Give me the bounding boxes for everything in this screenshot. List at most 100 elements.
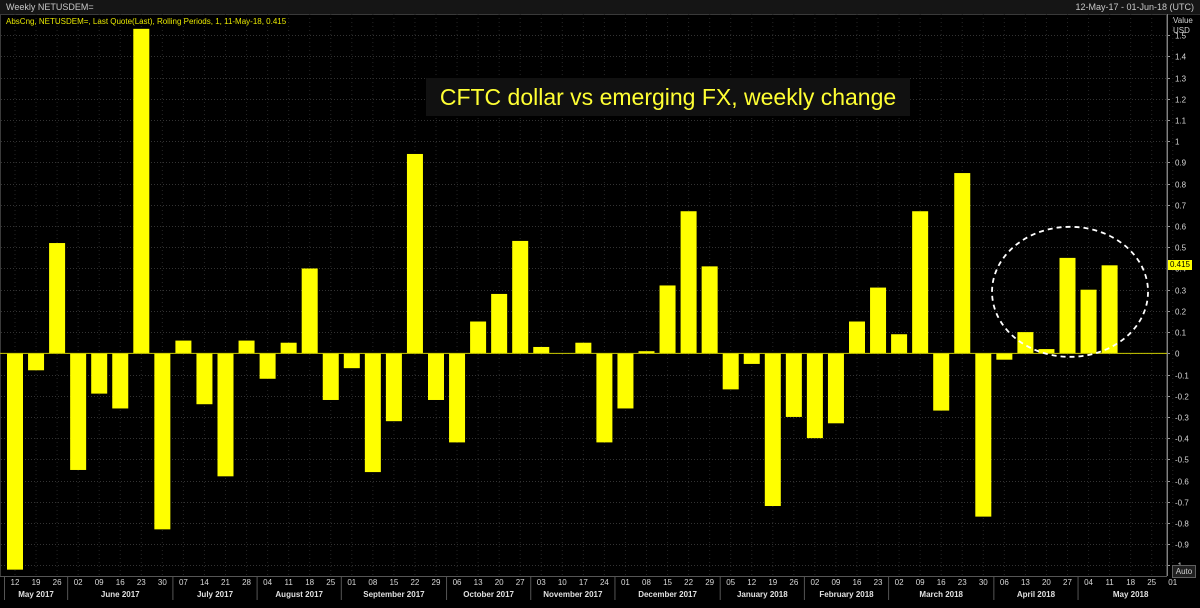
bar[interactable] [512,240,529,354]
bar[interactable] [28,353,45,371]
y-axis-header: Value USD [1173,16,1193,36]
bar[interactable] [891,334,908,354]
bar[interactable] [849,321,865,354]
bar[interactable] [133,28,150,354]
month-label: June 2017 [101,590,140,599]
bar[interactable] [406,153,423,354]
bar[interactable] [70,353,87,470]
bar[interactable] [301,268,318,354]
bar[interactable] [722,353,739,390]
y-tick-label: 0.5 [1175,244,1187,253]
bar[interactable] [449,353,466,443]
month-label: October 2017 [463,590,514,599]
y-tick-label: 0.7 [1175,202,1187,211]
bar[interactable] [659,285,676,354]
x-tick-label: 18 [1126,578,1135,587]
last-value-tag: 0.415 [1168,260,1192,271]
bar[interactable] [322,353,339,400]
bar[interactable] [428,353,444,400]
bar[interactable] [238,340,255,354]
y-axis-header-unit: USD [1173,26,1190,35]
month-label: July 2017 [197,590,234,599]
month-label: January 2018 [737,590,788,599]
x-tick-label: 08 [368,578,377,587]
bar[interactable] [533,346,550,354]
x-tick-label: 01 [621,578,630,587]
bar[interactable] [343,353,360,369]
x-tick-label: 01 [1168,578,1177,587]
month-label: February 2018 [819,590,874,599]
y-tick-label: 1.1 [1175,117,1187,126]
x-tick-label: 26 [53,578,62,587]
bar[interactable] [638,351,655,354]
bar[interactable] [954,173,971,354]
bar[interactable] [112,353,129,409]
x-tick-label: 03 [537,578,546,587]
bar[interactable] [912,211,929,354]
bar[interactable] [385,353,402,422]
bar[interactable] [280,342,297,354]
chart-title-annotation: CFTC dollar vs emerging FX, weekly chang… [426,78,910,116]
bar[interactable] [806,353,823,439]
bar[interactable] [491,293,508,354]
x-tick-label: 27 [1063,578,1072,587]
x-tick-label: 24 [600,578,609,587]
x-tick-label: 26 [789,578,798,587]
bar[interactable] [764,353,781,507]
x-tick-label: 23 [137,578,146,587]
month-label: August 2017 [275,590,323,599]
x-tick-label: 20 [1042,578,1051,587]
bar[interactable] [1038,349,1055,354]
x-tick-label: 23 [958,578,967,587]
bar[interactable] [154,353,171,530]
bar[interactable] [996,353,1013,360]
x-tick-label: 19 [768,578,777,587]
bar[interactable] [1080,289,1097,354]
bar[interactable] [470,321,487,354]
x-tick-label: 04 [1084,578,1093,587]
y-tick-label: -0.1 [1175,372,1189,381]
x-tick-label: 11 [284,578,293,587]
bar[interactable] [596,353,613,443]
x-tick-label: 29 [705,578,714,587]
y-tick-label: -0.3 [1175,414,1189,423]
bar[interactable] [49,243,66,354]
series-legend[interactable]: AbsCng, NETUSDEM=, Last Quote(Last), Rol… [6,17,287,26]
bar[interactable] [933,353,950,411]
bar[interactable] [827,353,844,424]
bar[interactable] [743,353,760,364]
bar[interactable] [217,353,234,477]
bar[interactable] [175,340,192,354]
bar[interactable] [975,353,992,517]
y-tick-label: 0.8 [1175,181,1187,190]
y-tick-label: 0.3 [1175,287,1187,296]
auto-scale-button[interactable]: Auto [1172,565,1196,578]
y-axis-header-value: Value [1173,16,1193,25]
bar[interactable] [1017,332,1034,354]
y-tick-label: 1 [1175,138,1180,147]
x-tick-label: 20 [495,578,504,587]
bar[interactable] [680,211,697,354]
x-tick-label: 05 [726,578,735,587]
x-tick-label: 02 [895,578,904,587]
month-label: December 2017 [638,590,697,599]
y-tick-label: 1.5 [1175,32,1187,41]
date-range[interactable]: 12-May-17 - 01-Jun-18 (UTC) [1075,2,1194,12]
x-tick-label: 16 [937,578,946,587]
bar[interactable] [1101,265,1118,354]
bar[interactable] [617,353,634,409]
bar[interactable] [701,266,718,354]
bar[interactable] [575,342,592,354]
month-label: March 2018 [919,590,963,599]
bar[interactable] [259,353,276,379]
bar[interactable] [870,287,887,354]
bar[interactable] [364,353,381,473]
bar[interactable] [196,353,213,405]
bar[interactable] [785,353,802,417]
bar[interactable] [7,353,23,570]
month-label: May 2017 [18,590,54,599]
bar[interactable] [91,353,108,394]
y-tick-label: 0 [1175,350,1180,359]
bar[interactable] [1059,257,1076,354]
